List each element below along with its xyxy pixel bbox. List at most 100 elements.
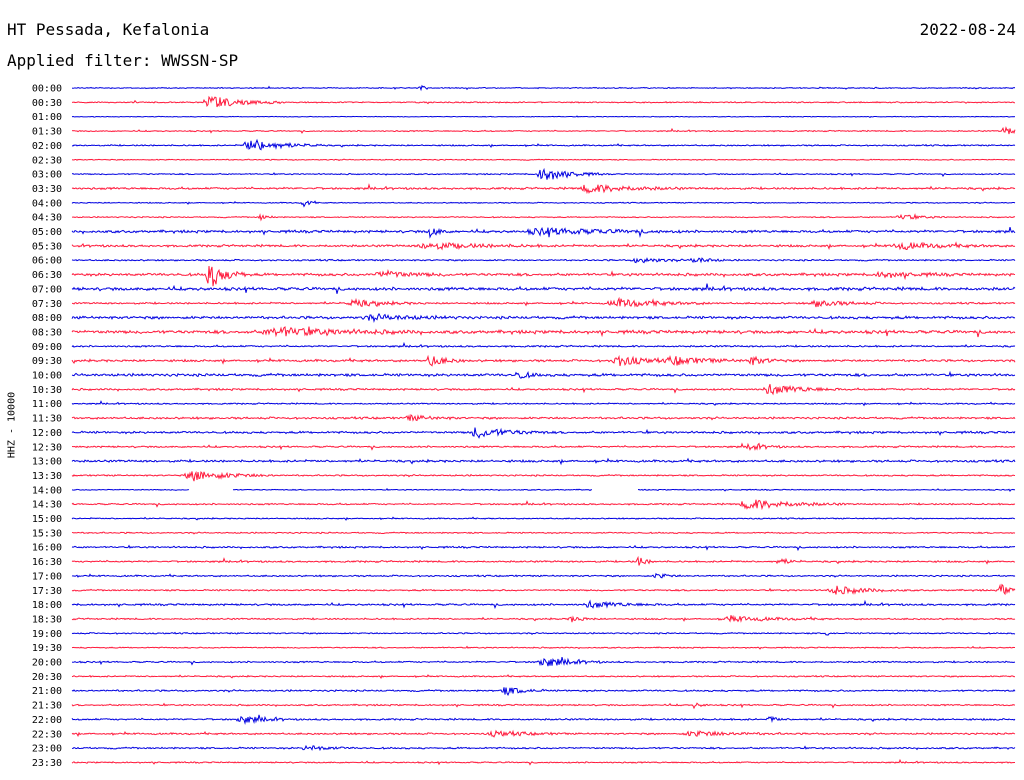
trace-line bbox=[71, 572, 1016, 579]
row-time-label: 04:00 bbox=[32, 198, 62, 209]
trace-line bbox=[71, 296, 1016, 308]
row-time-label: 06:30 bbox=[32, 270, 62, 281]
row-time-label: 22:00 bbox=[32, 715, 62, 726]
row-time-label: 16:00 bbox=[32, 543, 62, 554]
trace-line bbox=[71, 266, 1016, 287]
row-time-label: 11:00 bbox=[32, 399, 62, 410]
row-time-label: 14:30 bbox=[32, 500, 62, 511]
trace-line bbox=[71, 383, 1016, 396]
trace-line bbox=[71, 470, 1016, 482]
row-time-label: 14:00 bbox=[32, 485, 62, 496]
trace-line bbox=[71, 126, 1016, 135]
row-time-label: 17:30 bbox=[32, 586, 62, 597]
row-time-label: 12:00 bbox=[32, 428, 62, 439]
row-time-label: 19:00 bbox=[32, 629, 62, 640]
trace-line bbox=[71, 226, 1016, 239]
filter-label: Applied filter: WWSSN-SP bbox=[7, 51, 239, 70]
row-time-label: 19:30 bbox=[32, 643, 62, 654]
row-time-label: 07:00 bbox=[32, 284, 62, 295]
trace-line bbox=[71, 167, 1016, 180]
row-time-label: 15:00 bbox=[32, 514, 62, 525]
trace-line bbox=[71, 614, 1016, 623]
row-time-label: 20:30 bbox=[32, 672, 62, 683]
row-time-label: 20:00 bbox=[32, 658, 62, 669]
row-time-label: 10:30 bbox=[32, 385, 62, 396]
row-time-label: 01:00 bbox=[32, 112, 62, 123]
row-time-label: 21:30 bbox=[32, 701, 62, 712]
trace-line bbox=[71, 200, 1016, 208]
trace-line bbox=[71, 555, 1016, 566]
trace-line bbox=[71, 312, 1016, 323]
trace-line bbox=[71, 241, 1016, 251]
row-time-label: 10:00 bbox=[32, 371, 62, 382]
trace-line bbox=[71, 84, 1016, 92]
trace-line bbox=[71, 213, 1016, 222]
trace-line bbox=[71, 758, 1016, 766]
trace-line bbox=[71, 714, 1016, 725]
row-time-label: 13:00 bbox=[32, 457, 62, 468]
trace-line bbox=[71, 583, 1016, 596]
row-time-label: 08:30 bbox=[32, 327, 62, 338]
trace-line bbox=[71, 599, 1016, 609]
trace-line bbox=[71, 95, 1016, 108]
date-label: 2022-08-24 bbox=[919, 20, 1016, 39]
trace-line bbox=[71, 645, 1016, 650]
trace-line bbox=[71, 457, 1016, 466]
row-time-label: 02:00 bbox=[32, 141, 62, 152]
row-time-label: 23:00 bbox=[32, 744, 62, 755]
row-time-label: 02:30 bbox=[32, 155, 62, 166]
trace-line bbox=[71, 631, 1016, 636]
trace-line bbox=[71, 488, 1016, 493]
row-time-label: 08:00 bbox=[32, 313, 62, 324]
trace-line bbox=[71, 257, 1016, 264]
trace-line bbox=[71, 656, 1016, 667]
trace-line bbox=[71, 702, 1016, 710]
row-time-label: 21:00 bbox=[32, 686, 62, 697]
row-time-label: 03:30 bbox=[32, 184, 62, 195]
trace-line bbox=[71, 354, 1016, 367]
trace-line bbox=[71, 183, 1016, 195]
row-time-label: 00:00 bbox=[32, 84, 62, 95]
trace-line bbox=[71, 283, 1016, 294]
trace-line bbox=[71, 326, 1016, 338]
trace-line bbox=[71, 744, 1016, 752]
trace-line bbox=[71, 499, 1016, 511]
row-time-label: 06:00 bbox=[32, 256, 62, 267]
trace-line bbox=[71, 729, 1016, 738]
trace-line bbox=[71, 138, 1016, 151]
trace-line bbox=[71, 442, 1016, 451]
row-time-label: 07:30 bbox=[32, 299, 62, 310]
trace-line bbox=[71, 427, 1016, 439]
trace-line bbox=[71, 158, 1016, 162]
row-time-label: 23:30 bbox=[32, 758, 62, 769]
trace-line bbox=[71, 531, 1016, 535]
trace-line bbox=[71, 370, 1016, 379]
row-time-label: 11:30 bbox=[32, 414, 62, 425]
row-time-label: 22:30 bbox=[32, 729, 62, 740]
row-time-label: 18:00 bbox=[32, 600, 62, 611]
row-time-label: 18:30 bbox=[32, 614, 62, 625]
trace-line bbox=[71, 341, 1016, 349]
row-time-label: 09:00 bbox=[32, 342, 62, 353]
row-time-label: 09:30 bbox=[32, 356, 62, 367]
row-time-label: 16:30 bbox=[32, 557, 62, 568]
trace-line bbox=[71, 687, 1016, 696]
row-time-label: 05:00 bbox=[32, 227, 62, 238]
trace-line bbox=[71, 516, 1016, 521]
trace-line bbox=[71, 674, 1016, 679]
row-time-label: 12:30 bbox=[32, 442, 62, 453]
row-time-label: 17:00 bbox=[32, 571, 62, 582]
row-time-label: 01:30 bbox=[32, 127, 62, 138]
station-title: HT Pessada, Kefalonia bbox=[7, 20, 210, 39]
trace-line bbox=[71, 115, 1016, 119]
row-time-label: 04:30 bbox=[32, 213, 62, 224]
row-time-label: 05:30 bbox=[32, 241, 62, 252]
trace-line bbox=[71, 400, 1016, 407]
row-time-label: 15:30 bbox=[32, 528, 62, 539]
trace-line bbox=[71, 413, 1016, 422]
row-time-label: 13:30 bbox=[32, 471, 62, 482]
row-time-label: 03:00 bbox=[32, 170, 62, 181]
trace-line bbox=[71, 544, 1016, 552]
row-time-label: 00:30 bbox=[32, 98, 62, 109]
